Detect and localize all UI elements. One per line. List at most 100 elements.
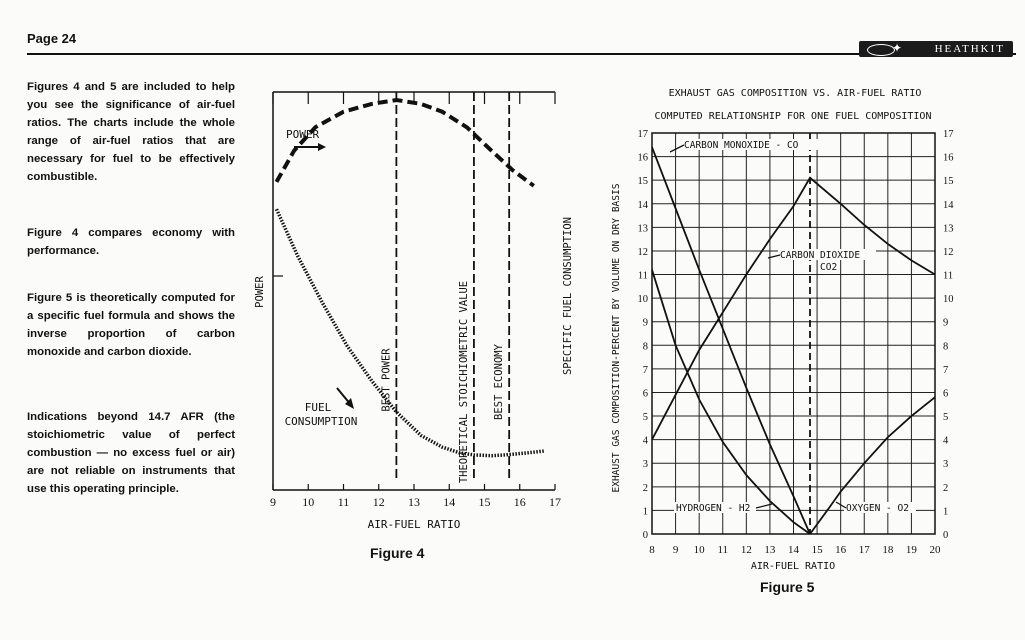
fig5-o2-label-bg [844,502,916,513]
logo-star-icon: ✦ [892,41,903,55]
figure5-caption: Figure 5 [760,579,815,595]
fig4-fuel-annotation: FUEL [305,401,332,414]
fig5-o2-label: OXYGEN - O2 [846,503,909,514]
fig4-x-tick-label: 10 [302,495,314,509]
fig5-x-tick-label: 8 [649,544,655,556]
fig5-y-tick-label-left: 11 [638,271,648,282]
fig5-y-tick-label-right: 4 [943,436,949,447]
fig5-y-tick-label-right: 16 [943,153,954,164]
fig5-co2-formula-label-bg [818,261,840,272]
fig4-fuel-consumption-curve [274,208,545,458]
fig5-y-tick-label-right: 1 [943,506,948,517]
fig5-y-tick-label-left: 17 [638,129,649,140]
fig5-subtitle: COMPUTED RELATIONSHIP FOR ONE FUEL COMPO… [655,111,932,122]
fig5-y-tick-label-right: 12 [943,247,954,258]
fig5-y-tick-label-left: 14 [638,200,649,211]
logo-emblem-icon [867,44,895,56]
fig5-y-tick-label-right: 15 [943,176,954,187]
fig5-y-tick-label-right: 17 [943,129,954,140]
fig5-y-tick-label-right: 7 [943,365,948,376]
figure5-description: Figure 5 is theoretically computed for a… [27,292,235,358]
header-rule [27,53,1016,55]
fig5-y-tick-label-right: 13 [943,223,954,234]
fig5-y-tick-label-right: 14 [943,200,954,211]
fig5-h2-label-bg [674,502,756,513]
fig5-x-tick-label: 11 [717,544,728,556]
fig5-y-tick-label-left: 4 [643,436,649,447]
fig5-y-tick-label-right: 6 [943,388,948,399]
fig5-y-tick-label-right: 10 [943,294,954,305]
fig5-y-tick-label-left: 6 [643,388,648,399]
figure4-description: Figure 4 compares economy with performan… [27,227,235,257]
fig5-y-tick-label-left: 10 [638,294,649,305]
fig5-co2-label-bg [778,249,876,260]
fig4-x-tick-label: 13 [408,495,420,509]
fig5-co-curve [651,146,811,535]
fig4-reference-label: BEST ECONOMY [493,343,505,420]
fig4-y-axis-label-left: POWER [254,276,266,308]
fig5-o2-pointer [835,501,847,509]
fig4-x-tick-label: 17 [549,495,561,509]
fig5-y-tick-label-left: 3 [643,459,648,470]
fig5-x-tick-label: 18 [882,544,894,556]
fig5-h2-label: HYDROGEN - H2 [676,503,750,514]
fig5-y-tick-label-right: 0 [943,530,948,541]
fig5-y-tick-label-left: 9 [643,318,648,329]
fig5-title: EXHAUST GAS COMPOSITION VS. AIR-FUEL RAT… [669,88,922,99]
fig5-co2-formula-label: CO2 [820,262,837,273]
fig5-y-tick-label-left: 15 [638,176,649,187]
fig4-y-axis-label-right: SPECIFIC FUEL CONSUMPTION [562,217,574,375]
fig4-x-tick-label: 14 [443,495,455,509]
fig5-x-tick-label: 19 [906,544,918,556]
fig5-x-tick-label: 12 [741,544,752,556]
fig5-y-tick-label-right: 5 [943,412,948,423]
fig5-x-tick-label: 20 [930,544,942,556]
fig4-x-tick-label: 16 [514,495,526,509]
fig5-x-tick-label: 16 [835,544,847,556]
fig5-y-tick-label-right: 11 [943,271,953,282]
fig5-co2-label: CARBON DIOXIDE [780,250,860,261]
fig5-x-axis-label: AIR-FUEL RATIO [751,561,835,572]
fig4-power-curve [274,97,535,188]
fig5-y-tick-label-left: 12 [638,247,649,258]
page-number: Page 24 [27,31,77,46]
fig5-y-tick-label-right: 9 [943,318,948,329]
fig4-x-tick-label: 15 [479,495,491,509]
fig5-co-pointer [669,144,685,153]
fig5-x-tick-label: 15 [812,544,824,556]
fig4-x-tick-label: 9 [270,495,276,509]
fig5-y-tick-label-left: 8 [643,341,648,352]
fig5-h2-pointer [755,503,773,509]
fig5-x-tick-label: 17 [859,544,871,556]
fig5-y-tick-label-left: 13 [638,223,649,234]
fig5-x-tick-label: 9 [673,544,679,556]
stoichiometric-note: Indications beyond 14.7 AFR (the stoichi… [27,411,235,495]
fig5-frame [651,132,936,535]
fig5-y-tick-label-left: 0 [643,530,648,541]
fig5-y-tick-label-left: 5 [643,412,648,423]
fig5-co2-curve [651,176,936,441]
fig5-y-tick-label-left: 1 [643,506,648,517]
fig5-y-tick-label-right: 2 [943,483,948,494]
fig5-y-tick-label-right: 8 [943,341,948,352]
fig4-fuel-annotation: CONSUMPTION [285,415,358,428]
fig4-x-axis-label: AIR-FUEL RATIO [368,518,461,531]
fig4-power-arrowhead-icon [318,143,326,151]
fig4-power-annotation: POWER [286,128,319,141]
brand-name: HEATHKIT [934,43,1005,55]
fig5-x-tick-label: 10 [694,544,706,556]
fig5-y-tick-label-left: 7 [643,365,648,376]
fig5-y-axis-label: EXHAUST GAS COMPOSITION-PERCENT BY VOLUM… [611,183,622,492]
fig4-reference-label: BEST POWER [380,348,392,412]
fig5-o2-curve [809,396,936,535]
fig4-reference-label: THEORETICAL STOICHIOMETRIC VALUE [458,281,470,483]
fig5-y-tick-label-left: 16 [638,153,649,164]
fig4-x-tick-label: 11 [338,495,350,509]
intro-paragraph: Figures 4 and 5 are included to help you… [27,81,235,183]
fig4-x-tick-label: 12 [373,495,385,509]
fig5-co-label: CARBON MONOXIDE - CO [684,140,799,151]
fig5-co2-pointer [767,254,781,259]
fig5-x-tick-label: 14 [788,544,800,556]
figure4-caption: Figure 4 [370,545,425,561]
